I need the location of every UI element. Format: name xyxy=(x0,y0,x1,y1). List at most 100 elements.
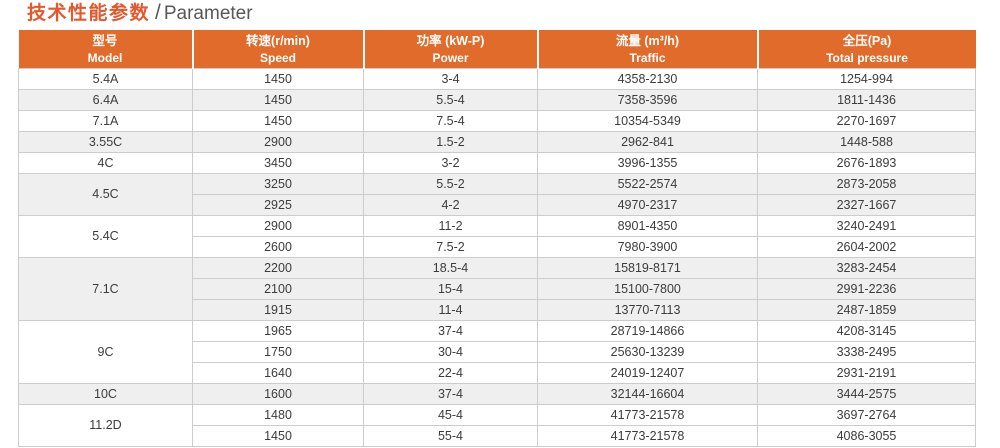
speed-cell: 2900 xyxy=(192,131,364,153)
traffic-cell: 7980-3900 xyxy=(537,236,758,258)
header-pressure-en: Total pressure xyxy=(826,51,908,65)
model-cell: 11.2D xyxy=(18,404,193,447)
power-cell: 5.5-2 xyxy=(363,173,538,195)
table-row: 1915 11-4 13770-7113 2487-1859 xyxy=(19,299,976,321)
pressure-cell: 2676-1893 xyxy=(757,152,976,174)
parameter-table: 型号 Model 转速(r/min) Speed 功率 (kW-P) Power… xyxy=(18,30,976,447)
model-cell: 4.5C xyxy=(18,173,193,216)
column-header-traffic: 流量 (m³/h) Traffic xyxy=(537,30,759,69)
column-header-power: 功率 (kW-P) Power xyxy=(363,30,539,69)
column-header-total-pressure: 全压(Pa) Total pressure xyxy=(757,30,976,69)
speed-cell: 1450 xyxy=(192,425,364,447)
table-row: 7.1C 2200 18.5-4 15819-8171 3283-2454 xyxy=(18,257,976,321)
header-traffic-en: Traffic xyxy=(629,51,666,65)
table-row: 5.4A 1450 3-4 4358-2130 1254-994 xyxy=(18,68,976,90)
header-speed-en: Speed xyxy=(259,51,296,65)
power-cell: 5.5-4 xyxy=(363,89,538,111)
power-cell: 37-4 xyxy=(363,383,538,405)
header-pressure-zh: 全压(Pa) xyxy=(842,34,892,48)
model-cell: 4C xyxy=(18,152,193,174)
model-cell: 9C xyxy=(18,320,193,384)
speed-cell: 3250 xyxy=(192,173,364,195)
traffic-cell: 2962-841 xyxy=(537,131,758,153)
table-row: 6.4A 1450 5.5-4 7358-3596 1811-1436 xyxy=(18,89,976,111)
pressure-cell: 2931-2191 xyxy=(757,362,976,384)
speed-cell: 2900 xyxy=(192,215,364,237)
speed-cell: 1480 xyxy=(192,404,364,426)
speed-cell: 3450 xyxy=(192,152,364,174)
table-row: 2925 4-2 4970-2317 2327-1667 xyxy=(19,194,976,216)
table-row: 4.5C 3250 5.5-2 5522-2574 2873-2058 xyxy=(18,173,976,216)
pressure-cell: 3283-2454 xyxy=(757,257,976,279)
header-model-en: Model xyxy=(87,51,123,65)
table-row: 10C 1600 37-4 32144-16604 3444-2575 xyxy=(18,383,976,405)
speed-cell: 1750 xyxy=(192,341,364,363)
page-title: 技术性能参数 / Parameter xyxy=(27,1,253,26)
table-body: 5.4A 1450 3-4 4358-2130 1254-994 6.4A 1450 5.5-… xyxy=(18,68,976,447)
traffic-cell: 28719-14866 xyxy=(537,320,758,342)
pressure-cell: 2873-2058 xyxy=(757,173,976,195)
traffic-cell: 41773-21578 xyxy=(537,425,758,447)
traffic-cell: 5522-2574 xyxy=(537,173,758,195)
traffic-cell: 4358-2130 xyxy=(537,68,758,90)
header-model-zh: 型号 xyxy=(92,34,118,48)
header-power-zh: 功率 (kW-P) xyxy=(416,34,485,48)
power-cell: 1.5-2 xyxy=(363,131,538,153)
traffic-cell: 15819-8171 xyxy=(537,257,758,279)
title-english: Parameter xyxy=(163,3,253,24)
model-cell: 5.4C xyxy=(18,215,193,258)
pressure-cell: 2487-1859 xyxy=(757,299,976,321)
traffic-cell: 3996-1355 xyxy=(537,152,758,174)
title-separator: / xyxy=(155,1,161,24)
model-cell: 6.4A xyxy=(18,89,193,111)
speed-cell: 2100 xyxy=(192,278,364,300)
speed-cell: 1450 xyxy=(192,89,364,111)
pressure-cell: 3697-2764 xyxy=(757,404,976,426)
pressure-cell: 1448-588 xyxy=(757,131,976,153)
speed-cell: 1450 xyxy=(192,110,364,132)
pressure-cell: 3444-2575 xyxy=(757,383,976,405)
table-row: 11.2D 1480 45-4 41773-21578 3697-2764 xyxy=(18,404,976,447)
header-traffic-zh: 流量 (m³/h) xyxy=(615,34,680,48)
power-cell: 30-4 xyxy=(363,341,538,363)
column-header-speed: 转速(r/min) Speed xyxy=(192,30,365,69)
traffic-cell: 13770-7113 xyxy=(537,299,758,321)
power-cell: 18.5-4 xyxy=(363,257,538,279)
traffic-cell: 25630-13239 xyxy=(537,341,758,363)
traffic-cell: 7358-3596 xyxy=(537,89,758,111)
power-cell: 7.5-4 xyxy=(363,110,538,132)
traffic-cell: 41773-21578 xyxy=(537,404,758,426)
table-row: 5.4C 2900 11-2 8901-4350 3240-2491 xyxy=(18,215,976,258)
traffic-cell: 10354-5349 xyxy=(537,110,758,132)
traffic-cell: 24019-12407 xyxy=(537,362,758,384)
power-cell: 3-2 xyxy=(363,152,538,174)
table-row: 3.55C 2900 1.5-2 2962-841 1448-588 xyxy=(18,131,976,153)
speed-cell: 2600 xyxy=(192,236,364,258)
header-row: 型号 Model 转速(r/min) Speed 功率 (kW-P) Power… xyxy=(18,30,976,69)
speed-cell: 1450 xyxy=(192,68,364,90)
table-row: 1640 22-4 24019-12407 2931-2191 xyxy=(19,362,976,384)
pressure-cell: 4086-3055 xyxy=(757,425,976,447)
table-row: 9C 1965 37-4 28719-14866 4208-3145 xyxy=(18,320,976,384)
model-cell: 7.1C xyxy=(18,257,193,321)
column-header-model: 型号 Model xyxy=(18,30,194,69)
model-cell: 7.1A xyxy=(18,110,193,132)
pressure-cell: 2991-2236 xyxy=(757,278,976,300)
traffic-cell: 4970-2317 xyxy=(537,194,758,216)
power-cell: 45-4 xyxy=(363,404,538,426)
pressure-cell: 2327-1667 xyxy=(757,194,976,216)
power-cell: 11-4 xyxy=(363,299,538,321)
power-cell: 22-4 xyxy=(363,362,538,384)
pressure-cell: 2270-1697 xyxy=(757,110,976,132)
model-cell: 10C xyxy=(18,383,193,405)
table-row: 1750 30-4 25630-13239 3338-2495 xyxy=(19,341,976,363)
pressure-cell: 3240-2491 xyxy=(757,215,976,237)
pressure-cell: 4208-3145 xyxy=(757,320,976,342)
pressure-cell: 2604-2002 xyxy=(757,236,976,258)
power-cell: 37-4 xyxy=(363,320,538,342)
table-row: 2100 15-4 15100-7800 2991-2236 xyxy=(19,278,976,300)
header-speed-zh: 转速(r/min) xyxy=(246,34,310,48)
traffic-cell: 8901-4350 xyxy=(537,215,758,237)
power-cell: 55-4 xyxy=(363,425,538,447)
